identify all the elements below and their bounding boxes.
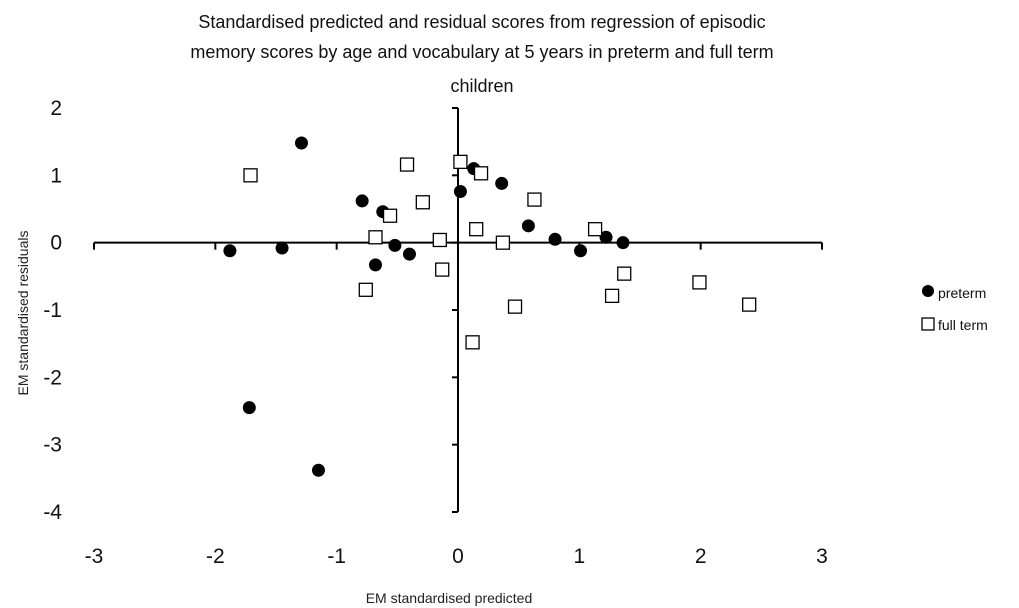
point-full-term bbox=[415, 195, 430, 210]
x-tick-label: -3 bbox=[85, 545, 104, 568]
data-points bbox=[223, 136, 757, 477]
point-full-term bbox=[692, 275, 707, 290]
x-tick-label: -2 bbox=[206, 545, 225, 568]
chart-title-line-2: memory scores by age and vocabulary at 5… bbox=[190, 42, 773, 62]
point-preterm bbox=[453, 184, 467, 198]
x-tick-label: 1 bbox=[573, 545, 585, 568]
point-full-term bbox=[495, 235, 511, 250]
point-preterm bbox=[599, 230, 613, 244]
point-preterm bbox=[521, 219, 535, 233]
x-tick-label: 2 bbox=[695, 545, 707, 568]
point-full-term bbox=[742, 297, 757, 312]
point-full-term bbox=[527, 192, 542, 207]
point-preterm bbox=[402, 247, 416, 261]
y-tick-label: 2 bbox=[50, 97, 62, 120]
point-full-term bbox=[432, 232, 447, 248]
chart-title-line-1: Standardised predicted and residual scor… bbox=[198, 12, 765, 32]
legend-item-full-term: full term bbox=[921, 317, 988, 333]
y-tick-label: 0 bbox=[50, 232, 62, 255]
axes bbox=[93, 107, 823, 513]
point-full-term bbox=[604, 288, 620, 304]
point-full-term bbox=[368, 230, 383, 245]
point-preterm bbox=[294, 136, 308, 150]
point-preterm bbox=[388, 238, 402, 252]
point-full-term bbox=[435, 262, 450, 277]
y-tick-label: -3 bbox=[43, 434, 62, 457]
point-preterm bbox=[355, 194, 369, 208]
point-preterm bbox=[242, 401, 256, 415]
legend-marker-full-term bbox=[921, 317, 935, 331]
chart-title-line-3: children bbox=[450, 76, 513, 96]
x-tick-label: 3 bbox=[816, 545, 828, 568]
point-preterm bbox=[275, 241, 289, 255]
point-full-term bbox=[399, 157, 415, 172]
legend-marker-preterm bbox=[922, 285, 934, 297]
point-preterm bbox=[368, 258, 382, 272]
y-tick-label: -4 bbox=[43, 501, 62, 524]
point-full-term bbox=[587, 222, 603, 237]
chart-title: Standardised predicted and residual scor… bbox=[190, 12, 773, 96]
point-preterm bbox=[495, 176, 509, 190]
x-axis-label: EM standardised predicted bbox=[366, 590, 533, 606]
point-full-term bbox=[382, 208, 398, 223]
x-tick-labels: -3 -2 -1 0 1 2 3 bbox=[85, 545, 828, 568]
point-preterm bbox=[548, 232, 562, 246]
x-tick-label: -1 bbox=[327, 545, 346, 568]
y-tick-label: 1 bbox=[50, 164, 62, 187]
x-tick-label: 0 bbox=[452, 545, 464, 568]
legend-label-full-term: full term bbox=[938, 317, 988, 333]
y-axis-label: EM standardised residuals bbox=[15, 231, 31, 396]
point-full-term bbox=[617, 266, 632, 281]
y-tick-labels: 2 1 0 -1 -2 -3 -4 bbox=[43, 97, 62, 524]
point-preterm bbox=[311, 463, 325, 477]
point-preterm bbox=[223, 244, 237, 258]
legend: preterm full term bbox=[921, 285, 988, 333]
point-full-term bbox=[358, 282, 373, 297]
point-full-term bbox=[453, 154, 468, 170]
point-full-term bbox=[243, 168, 258, 183]
point-full-term bbox=[465, 335, 480, 350]
y-tick-label: -2 bbox=[43, 366, 62, 389]
point-preterm bbox=[574, 244, 588, 258]
point-full-term bbox=[469, 222, 484, 237]
legend-item-preterm: preterm bbox=[922, 285, 986, 301]
point-preterm bbox=[616, 236, 630, 250]
point-full-term bbox=[507, 299, 523, 314]
point-full-term bbox=[473, 166, 489, 181]
y-tick-label: -1 bbox=[43, 299, 62, 322]
legend-label-preterm: preterm bbox=[938, 285, 986, 301]
